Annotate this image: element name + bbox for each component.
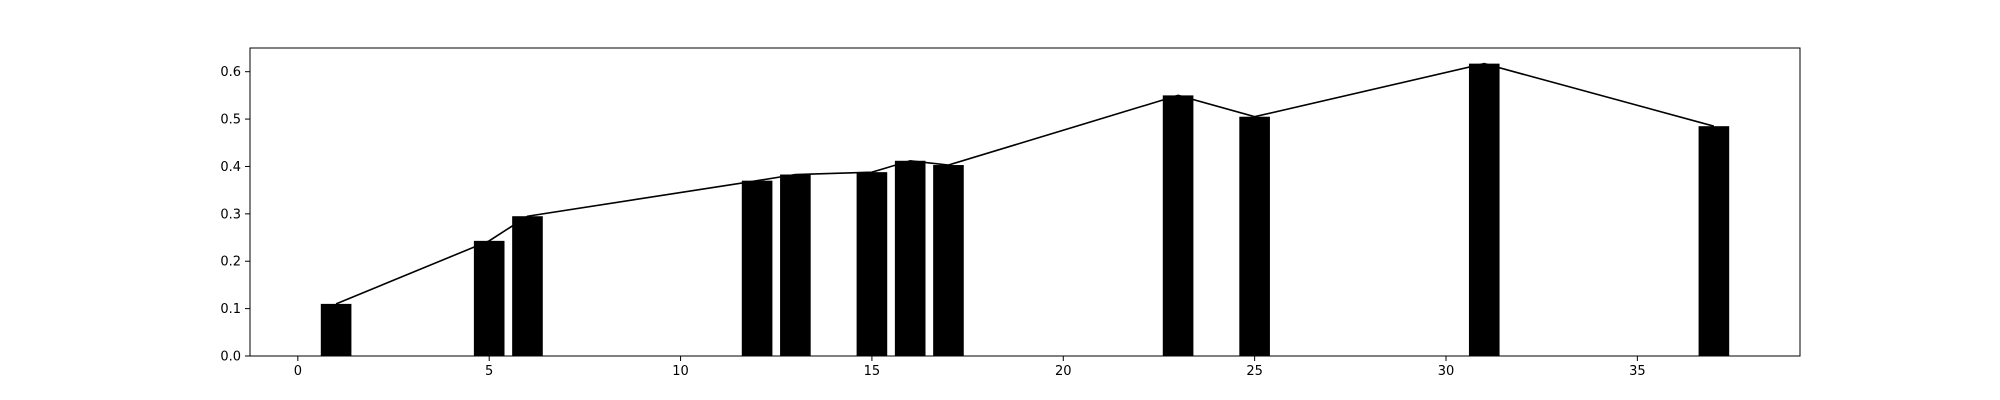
bar-0 <box>320 303 352 356</box>
y-tick-label-2: 0.2 <box>220 255 241 270</box>
bar-9 <box>1239 116 1270 356</box>
x-tick-label-4: 20 <box>1055 364 1072 379</box>
y-tick-label-4: 0.4 <box>220 160 241 175</box>
x-tick-label-7: 35 <box>1629 364 1646 379</box>
y-tick-label-0: 0.0 <box>220 350 241 365</box>
bar-5 <box>856 172 888 356</box>
x-tick-label-5: 25 <box>1246 364 1263 379</box>
axes-layer: 0 5 10 15 20 25 30 35 0.0 0.1 0.2 0.3 0.4 0.5 0.6 <box>220 47 1801 379</box>
x-tick-label-6: 30 <box>1438 364 1455 379</box>
y-tick-label-3: 0.3 <box>220 207 241 222</box>
y-tick-label-5: 0.5 <box>220 113 241 128</box>
trend-line <box>335 62 1715 305</box>
bar-7 <box>933 165 964 356</box>
bars-layer <box>320 63 1730 356</box>
x-tick-label-1: 5 <box>485 364 493 379</box>
bar-2 <box>512 216 543 356</box>
x-tick-label-0: 0 <box>294 364 302 379</box>
line-layer <box>335 62 1715 305</box>
bar-11 <box>1698 126 1730 356</box>
bar-1 <box>473 240 505 356</box>
axes-frame <box>249 47 1801 357</box>
x-tick-label-3: 15 <box>864 364 881 379</box>
bar-3 <box>741 180 773 356</box>
bar-8 <box>1162 95 1194 356</box>
bar-6 <box>894 160 926 356</box>
bar-10 <box>1468 63 1500 356</box>
x-tick-label-2: 10 <box>672 364 689 379</box>
y-tick-label-1: 0.1 <box>220 302 241 317</box>
bar-4 <box>780 174 811 356</box>
y-tick-label-6: 0.6 <box>220 65 241 80</box>
